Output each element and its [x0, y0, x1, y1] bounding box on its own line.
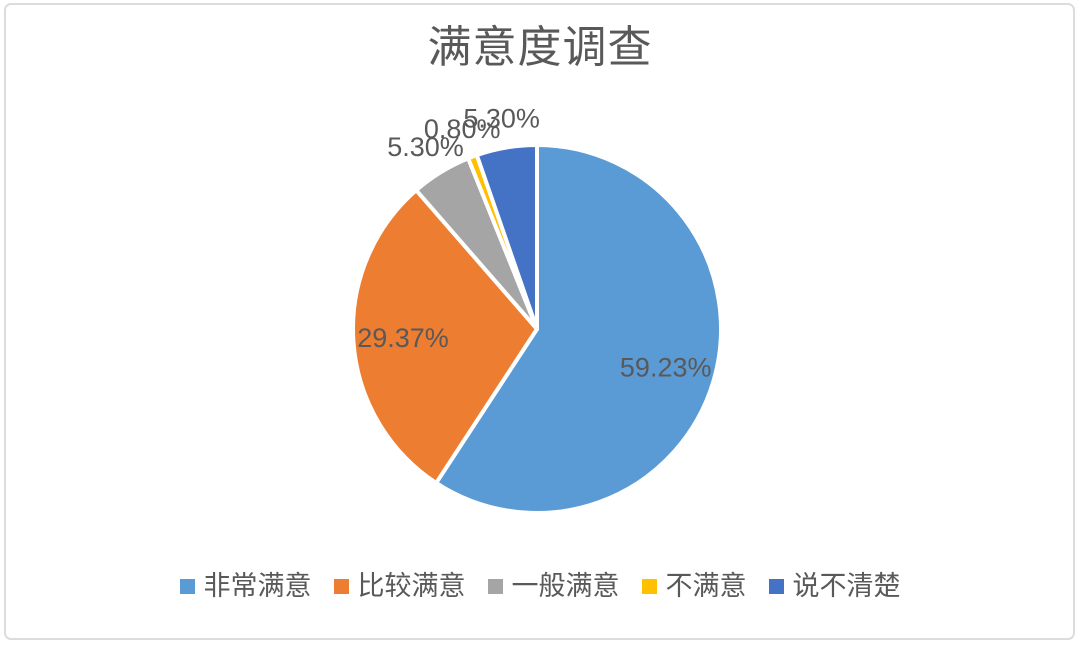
data-label-1: 59.23% [620, 352, 712, 382]
legend-item-3: 一般满意 [487, 571, 620, 601]
legend-label: 非常满意 [203, 571, 312, 601]
legend-marker-icon [179, 579, 195, 594]
legend-marker-icon [487, 579, 503, 594]
data-label-2: 29.37% [357, 323, 449, 353]
legend-item-2: 比较满意 [333, 571, 466, 601]
legend-item-1: 非常满意 [179, 571, 312, 601]
legend-label: 比较满意 [357, 571, 466, 601]
chart-title: 满意度调查 [427, 23, 653, 72]
pie-slice-1 [434, 143, 723, 515]
legend-label: 不满意 [665, 571, 747, 601]
legend-item-5: 说不清楚 [768, 571, 901, 601]
pie-slice-5 [474, 143, 539, 331]
chart-legend: 非常满意 比较满意 一般满意 不满意 说不清楚 [0, 573, 1080, 600]
data-label-3: 5.30% [387, 132, 464, 162]
pie-slice-2 [351, 188, 539, 485]
legend-label: 说不清楚 [792, 571, 901, 601]
data-label-5: 5.30% [463, 104, 540, 134]
legend-marker-icon [768, 579, 784, 594]
legend-item-4: 不满意 [641, 571, 747, 601]
legend-label: 一般满意 [511, 571, 620, 601]
data-label-4: 0.80% [424, 114, 501, 144]
legend-marker-icon [333, 579, 349, 594]
legend-marker-icon [641, 579, 657, 594]
